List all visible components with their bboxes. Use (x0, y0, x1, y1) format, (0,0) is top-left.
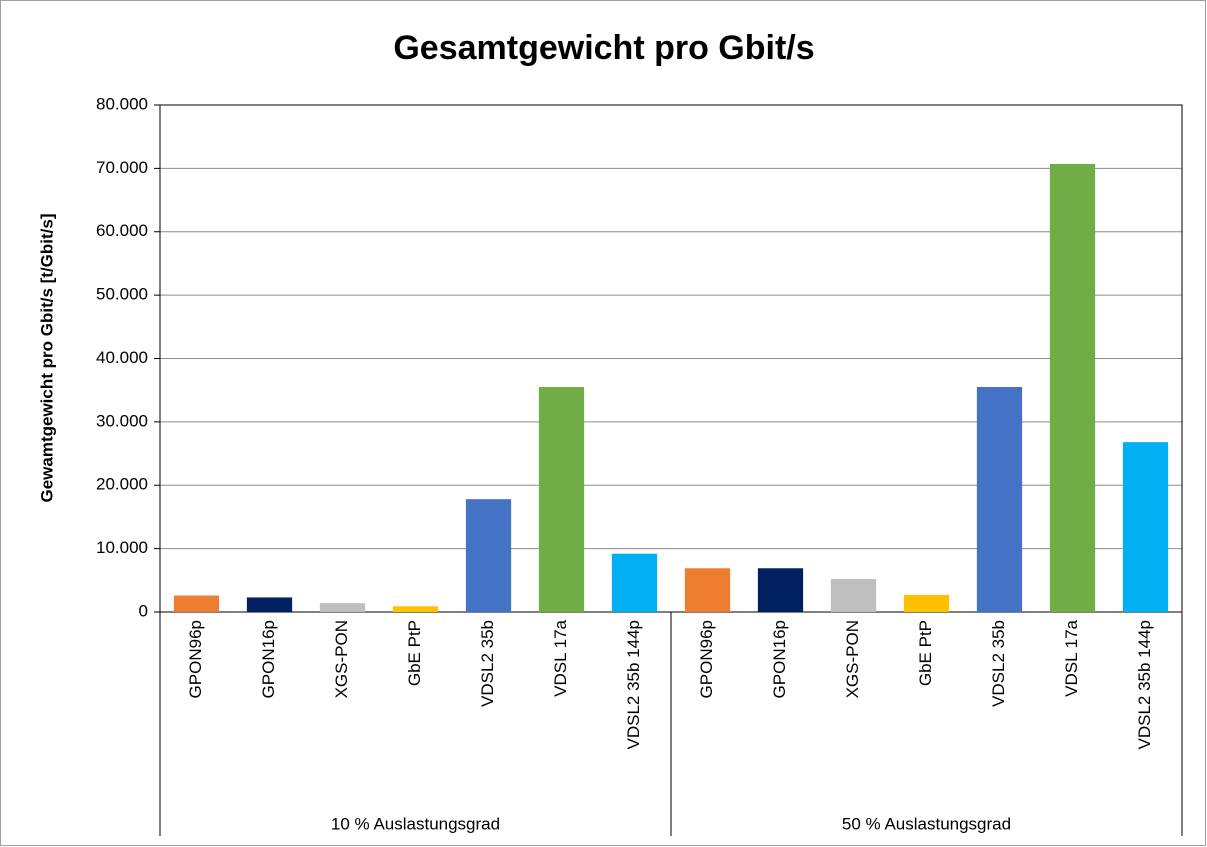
bar (465, 499, 512, 612)
x-tick-label: VDSL 17a (1062, 619, 1081, 696)
x-tick-label: GPON96p (186, 620, 205, 698)
bar (319, 603, 366, 612)
y-tick-label: 10.000 (96, 538, 148, 557)
bar (757, 568, 804, 612)
group-label: 10 % Auslastungsgrad (331, 814, 500, 833)
x-tick-label: XGS-PON (332, 620, 351, 698)
bar (1122, 442, 1169, 612)
x-tick-label: VDSL2 35b (478, 620, 497, 707)
bar (830, 579, 877, 612)
x-tick-label: GPON16p (259, 620, 278, 698)
y-tick-label: 80.000 (96, 94, 148, 113)
y-tick-label: 50.000 (96, 285, 148, 304)
bar (246, 597, 293, 612)
y-tick-label: 0 (139, 601, 148, 620)
x-tick-label: VDSL 17a (551, 619, 570, 696)
y-tick-label: 60.000 (96, 221, 148, 240)
x-tick-label: GPON16p (770, 620, 789, 698)
bar (392, 606, 439, 612)
x-tick-label: VDSL2 35b 144p (624, 620, 643, 750)
y-tick-label: 30.000 (96, 411, 148, 430)
x-tick-label: GbE PtP (405, 620, 424, 686)
bar (684, 568, 731, 612)
bar (538, 387, 585, 612)
x-tick-label: GPON96p (697, 620, 716, 698)
y-axis-title: Gewamtgewicht pro Gbit/s [t/Gbit/s] (37, 213, 56, 502)
x-tick-label: VDSL2 35b 144p (1135, 620, 1154, 750)
y-tick-label: 70.000 (96, 158, 148, 177)
bar (903, 594, 950, 612)
bar (976, 387, 1023, 612)
bar (173, 595, 220, 612)
x-tick-label: GbE PtP (916, 620, 935, 686)
y-tick-label: 20.000 (96, 475, 148, 494)
chart-title: Gesamtgewicht pro Gbit/s (393, 29, 814, 67)
x-tick-label: XGS-PON (843, 620, 862, 698)
bar (611, 553, 658, 612)
x-tick-label: VDSL2 35b (989, 620, 1008, 707)
bar (1049, 163, 1096, 612)
y-tick-label: 40.000 (96, 348, 148, 367)
group-label: 50 % Auslastungsgrad (842, 814, 1011, 833)
